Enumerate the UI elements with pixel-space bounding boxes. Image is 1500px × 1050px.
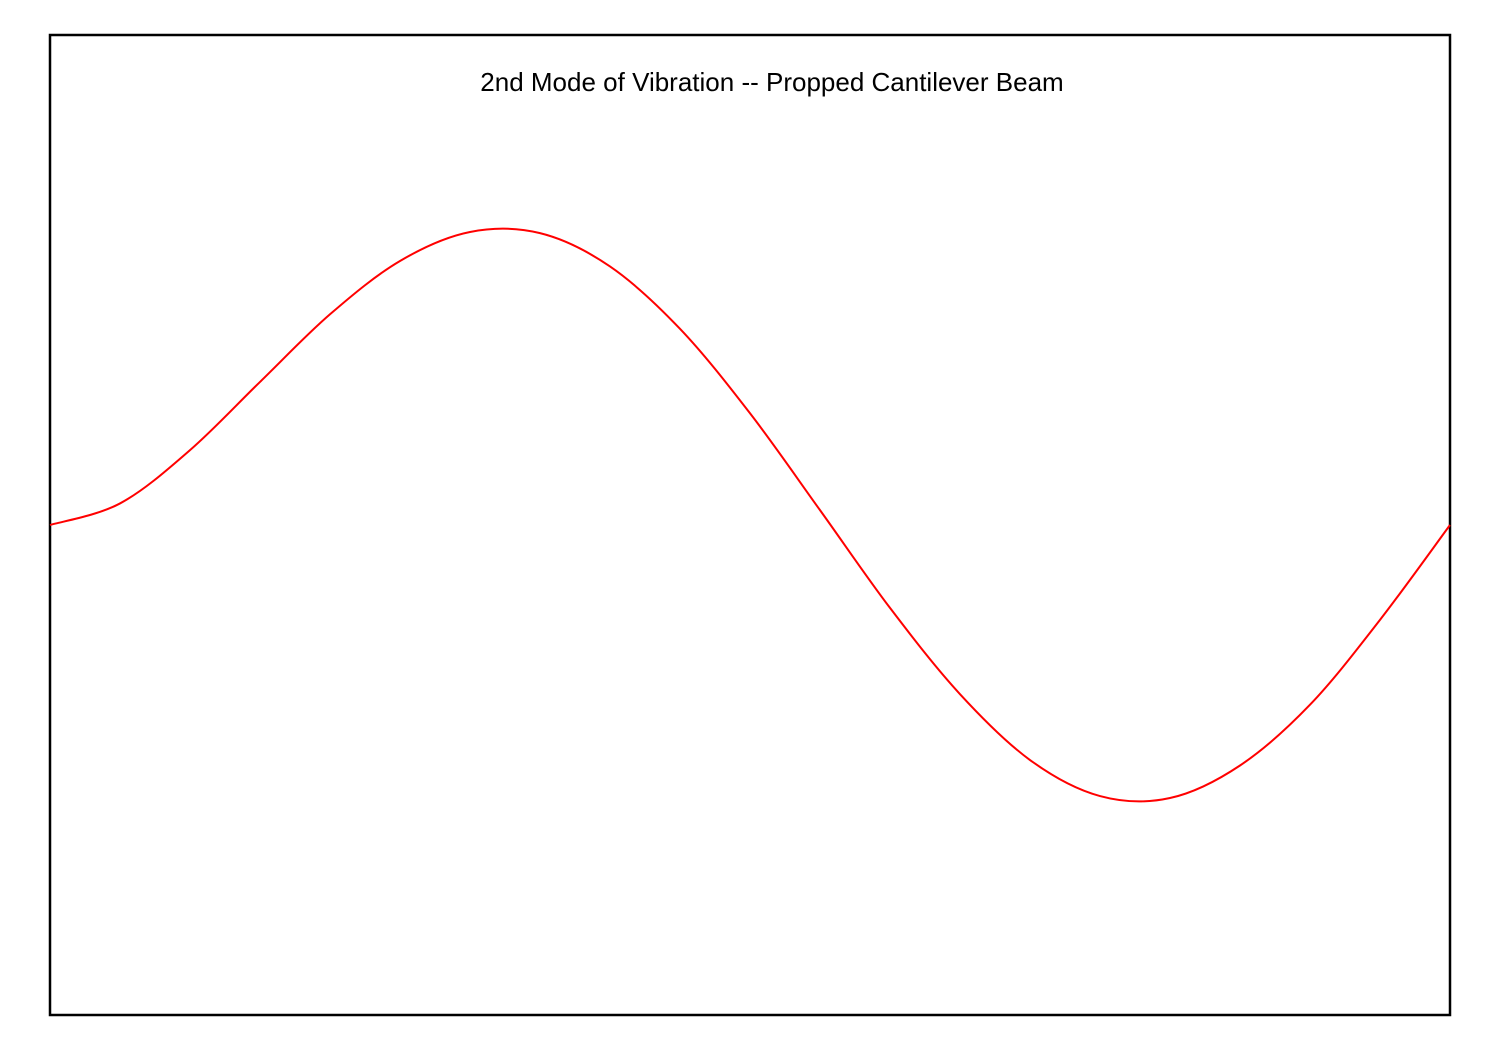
plot-frame (48, 33, 1452, 1017)
data-line (49, 227, 1451, 803)
chart-title: 2nd Mode of Vibration -- Propped Cantile… (480, 67, 1063, 97)
